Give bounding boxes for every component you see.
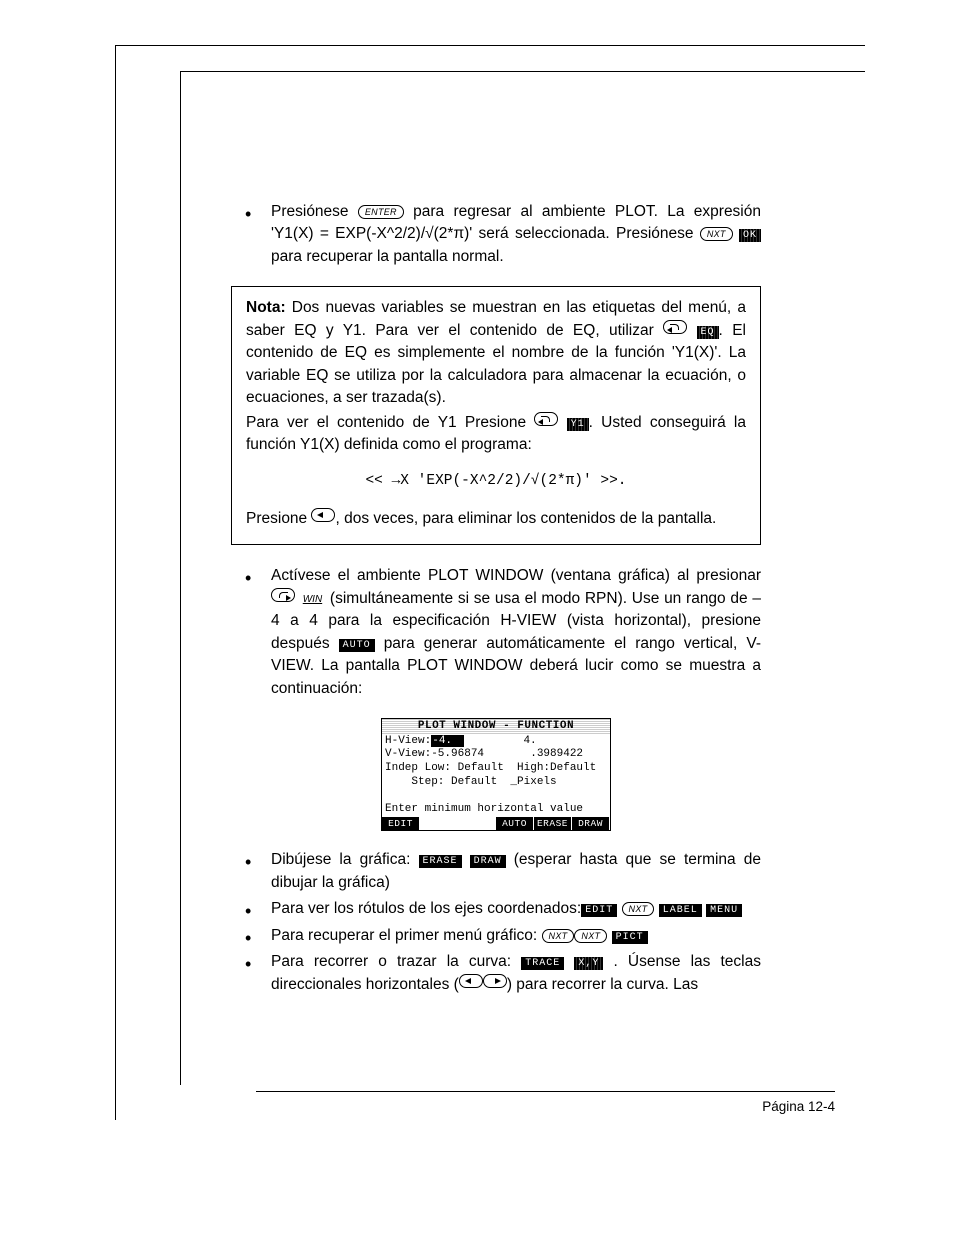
- calc-row: [382, 790, 610, 804]
- menu-blank: [420, 817, 458, 830]
- calc-row: Indep Low: Default High:Default: [382, 762, 610, 776]
- eq-softkey: EQ: [697, 326, 719, 339]
- bullet-item: Presiónese ENTER para regresar al ambien…: [231, 201, 761, 268]
- highlight: -4.: [431, 735, 464, 747]
- label-softkey: LABEL: [659, 904, 702, 917]
- calc-title: PLOT WINDOW - FUNCTION: [382, 719, 610, 735]
- note-paragraph-3: Presione , dos veces, para eliminar los …: [246, 508, 746, 530]
- trace-softkey: TRACE: [521, 957, 564, 970]
- footer-rule: [256, 1091, 835, 1092]
- note-box: Nota: Dos nuevas variables se muestran e…: [231, 286, 761, 545]
- text: Para recuperar el primer menú gráfico:: [271, 927, 542, 944]
- text: Para recorrer o trazar la curva:: [271, 953, 521, 970]
- pict-softkey: PICT: [612, 931, 648, 944]
- menu-edit: EDIT: [382, 817, 420, 830]
- nxt-key: NXT: [542, 929, 575, 943]
- bullet-list-1: Presiónese ENTER para regresar al ambien…: [231, 201, 761, 268]
- body-text: Presiónese ENTER para regresar al ambien…: [231, 201, 761, 1014]
- bullet-item: Actívese el ambiente PLOT WINDOW (ventan…: [231, 565, 761, 700]
- calc-row: Enter minimum horizontal value: [382, 803, 610, 817]
- text: Para ver los rótulos de los ejes coorden…: [271, 900, 581, 917]
- left-shift-key: [271, 588, 295, 602]
- nxt-key: NXT: [622, 902, 655, 916]
- bullet-item: Para recorrer o trazar la curva: TRACE X…: [231, 951, 761, 996]
- text: para recuperar la pantalla normal.: [271, 248, 504, 265]
- calc-menu: EDIT AUTO ERASE DRAW: [382, 817, 610, 830]
- right-shift-key: [534, 412, 558, 426]
- note-paragraph-1: Nota: Dos nuevas variables se muestran e…: [246, 297, 746, 409]
- erase-softkey: ERASE: [419, 855, 462, 868]
- xy-softkey: X,Y: [574, 957, 603, 970]
- bullet-item: Dibújese la gráfica: ERASE DRAW (esperar…: [231, 849, 761, 894]
- page-frame: Presiónese ENTER para regresar al ambien…: [115, 45, 865, 1120]
- menu-draw: DRAW: [572, 817, 610, 830]
- nxt-key: NXT: [700, 227, 733, 241]
- text: H-View:: [385, 735, 431, 747]
- menu-softkey: MENU: [706, 904, 742, 917]
- text: , dos veces, para eliminar los contenido…: [335, 510, 716, 527]
- nxt-key: NXT: [574, 929, 607, 943]
- bullet-list-3: Dibújese la gráfica: ERASE DRAW (esperar…: [231, 849, 761, 996]
- text: Dibújese la gráfica:: [271, 851, 419, 868]
- edit-softkey: EDIT: [581, 904, 617, 917]
- right-shift-key: [663, 320, 687, 334]
- code-line: << →X 'EXP(-X^2/2)/√(2*π)' >>.: [246, 471, 746, 492]
- ok-softkey: OK: [739, 229, 761, 242]
- left-arrow-key: [311, 508, 335, 522]
- calc-row: H-View:-4. 4.: [382, 735, 610, 749]
- win-label: WIN: [300, 594, 325, 605]
- text: Para ver el contenido de Y1 Presione: [246, 414, 534, 431]
- menu-auto: AUTO: [496, 817, 534, 830]
- calc-row: Step: Default _Pixels: [382, 776, 610, 790]
- note-label: Nota:: [246, 299, 286, 316]
- y1-softkey: Y1: [567, 418, 589, 431]
- text: Presiónese: [271, 203, 358, 220]
- left-arrow-key: [459, 974, 483, 988]
- right-arrow-key: [483, 974, 507, 988]
- enter-key: ENTER: [358, 205, 404, 219]
- calc-row: V-View:-5.96874 .3989422: [382, 748, 610, 762]
- text: Presione: [246, 510, 311, 527]
- text: [464, 735, 523, 747]
- bullet-item: Para recuperar el primer menú gráfico: N…: [231, 925, 761, 947]
- calculator-screenshot: PLOT WINDOW - FUNCTION H-View:-4. 4. V-V…: [381, 718, 611, 831]
- menu-blank: [458, 817, 496, 830]
- page-number: Página 12-4: [762, 1099, 835, 1114]
- menu-erase: ERASE: [534, 817, 572, 830]
- note-paragraph-2: Para ver el contenido de Y1 Presione Y1.…: [246, 412, 746, 457]
- text: ) para recorrer la curva. Las: [507, 976, 698, 993]
- bullet-list-2: Actívese el ambiente PLOT WINDOW (ventan…: [231, 565, 761, 700]
- draw-softkey: DRAW: [470, 855, 506, 868]
- text: Actívese el ambiente PLOT WINDOW (ventan…: [271, 567, 761, 584]
- text: 4.: [523, 735, 536, 747]
- bullet-item: Para ver los rótulos de los ejes coorden…: [231, 898, 761, 920]
- auto-softkey: AUTO: [339, 639, 375, 652]
